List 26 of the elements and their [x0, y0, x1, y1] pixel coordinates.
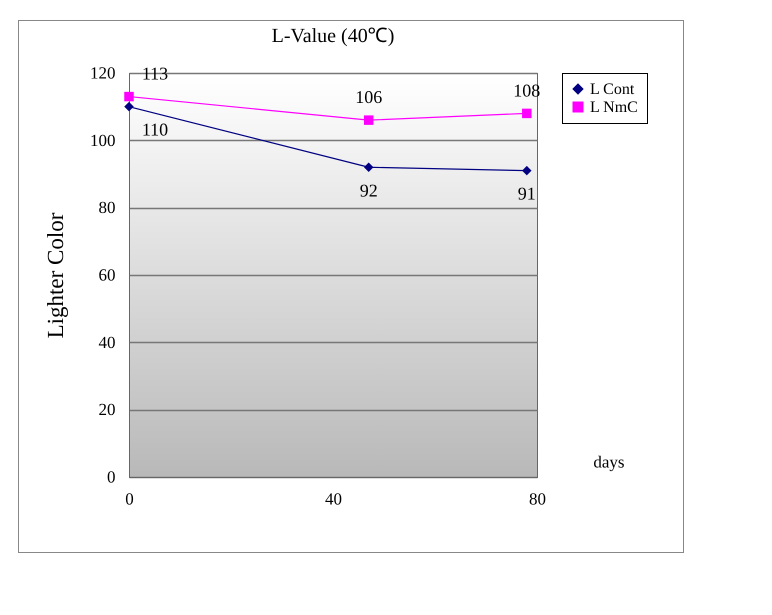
- y-tick-label: 100: [90, 130, 116, 150]
- data-label: 91: [518, 184, 536, 204]
- data-label: 113: [142, 64, 168, 84]
- x-tick-label: 80: [529, 490, 546, 508]
- point: [364, 162, 374, 172]
- x-axis-title: days: [593, 452, 624, 472]
- legend-label: L Cont: [590, 81, 635, 98]
- data-label: 110: [142, 120, 168, 140]
- y-tick-label: 80: [98, 198, 116, 218]
- chart-title: L-Value (40℃): [272, 25, 394, 47]
- y-tick-label: 60: [98, 266, 116, 284]
- y-tick-label: 20: [98, 400, 116, 420]
- data-label: 92: [360, 180, 378, 200]
- x-tick-label: 40: [325, 490, 342, 508]
- point: [522, 166, 532, 176]
- y-tick-label: 0: [107, 468, 116, 486]
- point: [124, 92, 134, 102]
- y-axis-title: Lighter Color: [43, 212, 68, 338]
- data-label: 106: [355, 87, 382, 108]
- point: [124, 102, 134, 112]
- point: [522, 108, 532, 118]
- legend-label: L NmC: [590, 99, 638, 116]
- y-tick-label: 40: [98, 332, 116, 352]
- x-tick-label: 0: [125, 490, 134, 508]
- point: [364, 115, 374, 125]
- y-tick-label: 120: [90, 64, 116, 82]
